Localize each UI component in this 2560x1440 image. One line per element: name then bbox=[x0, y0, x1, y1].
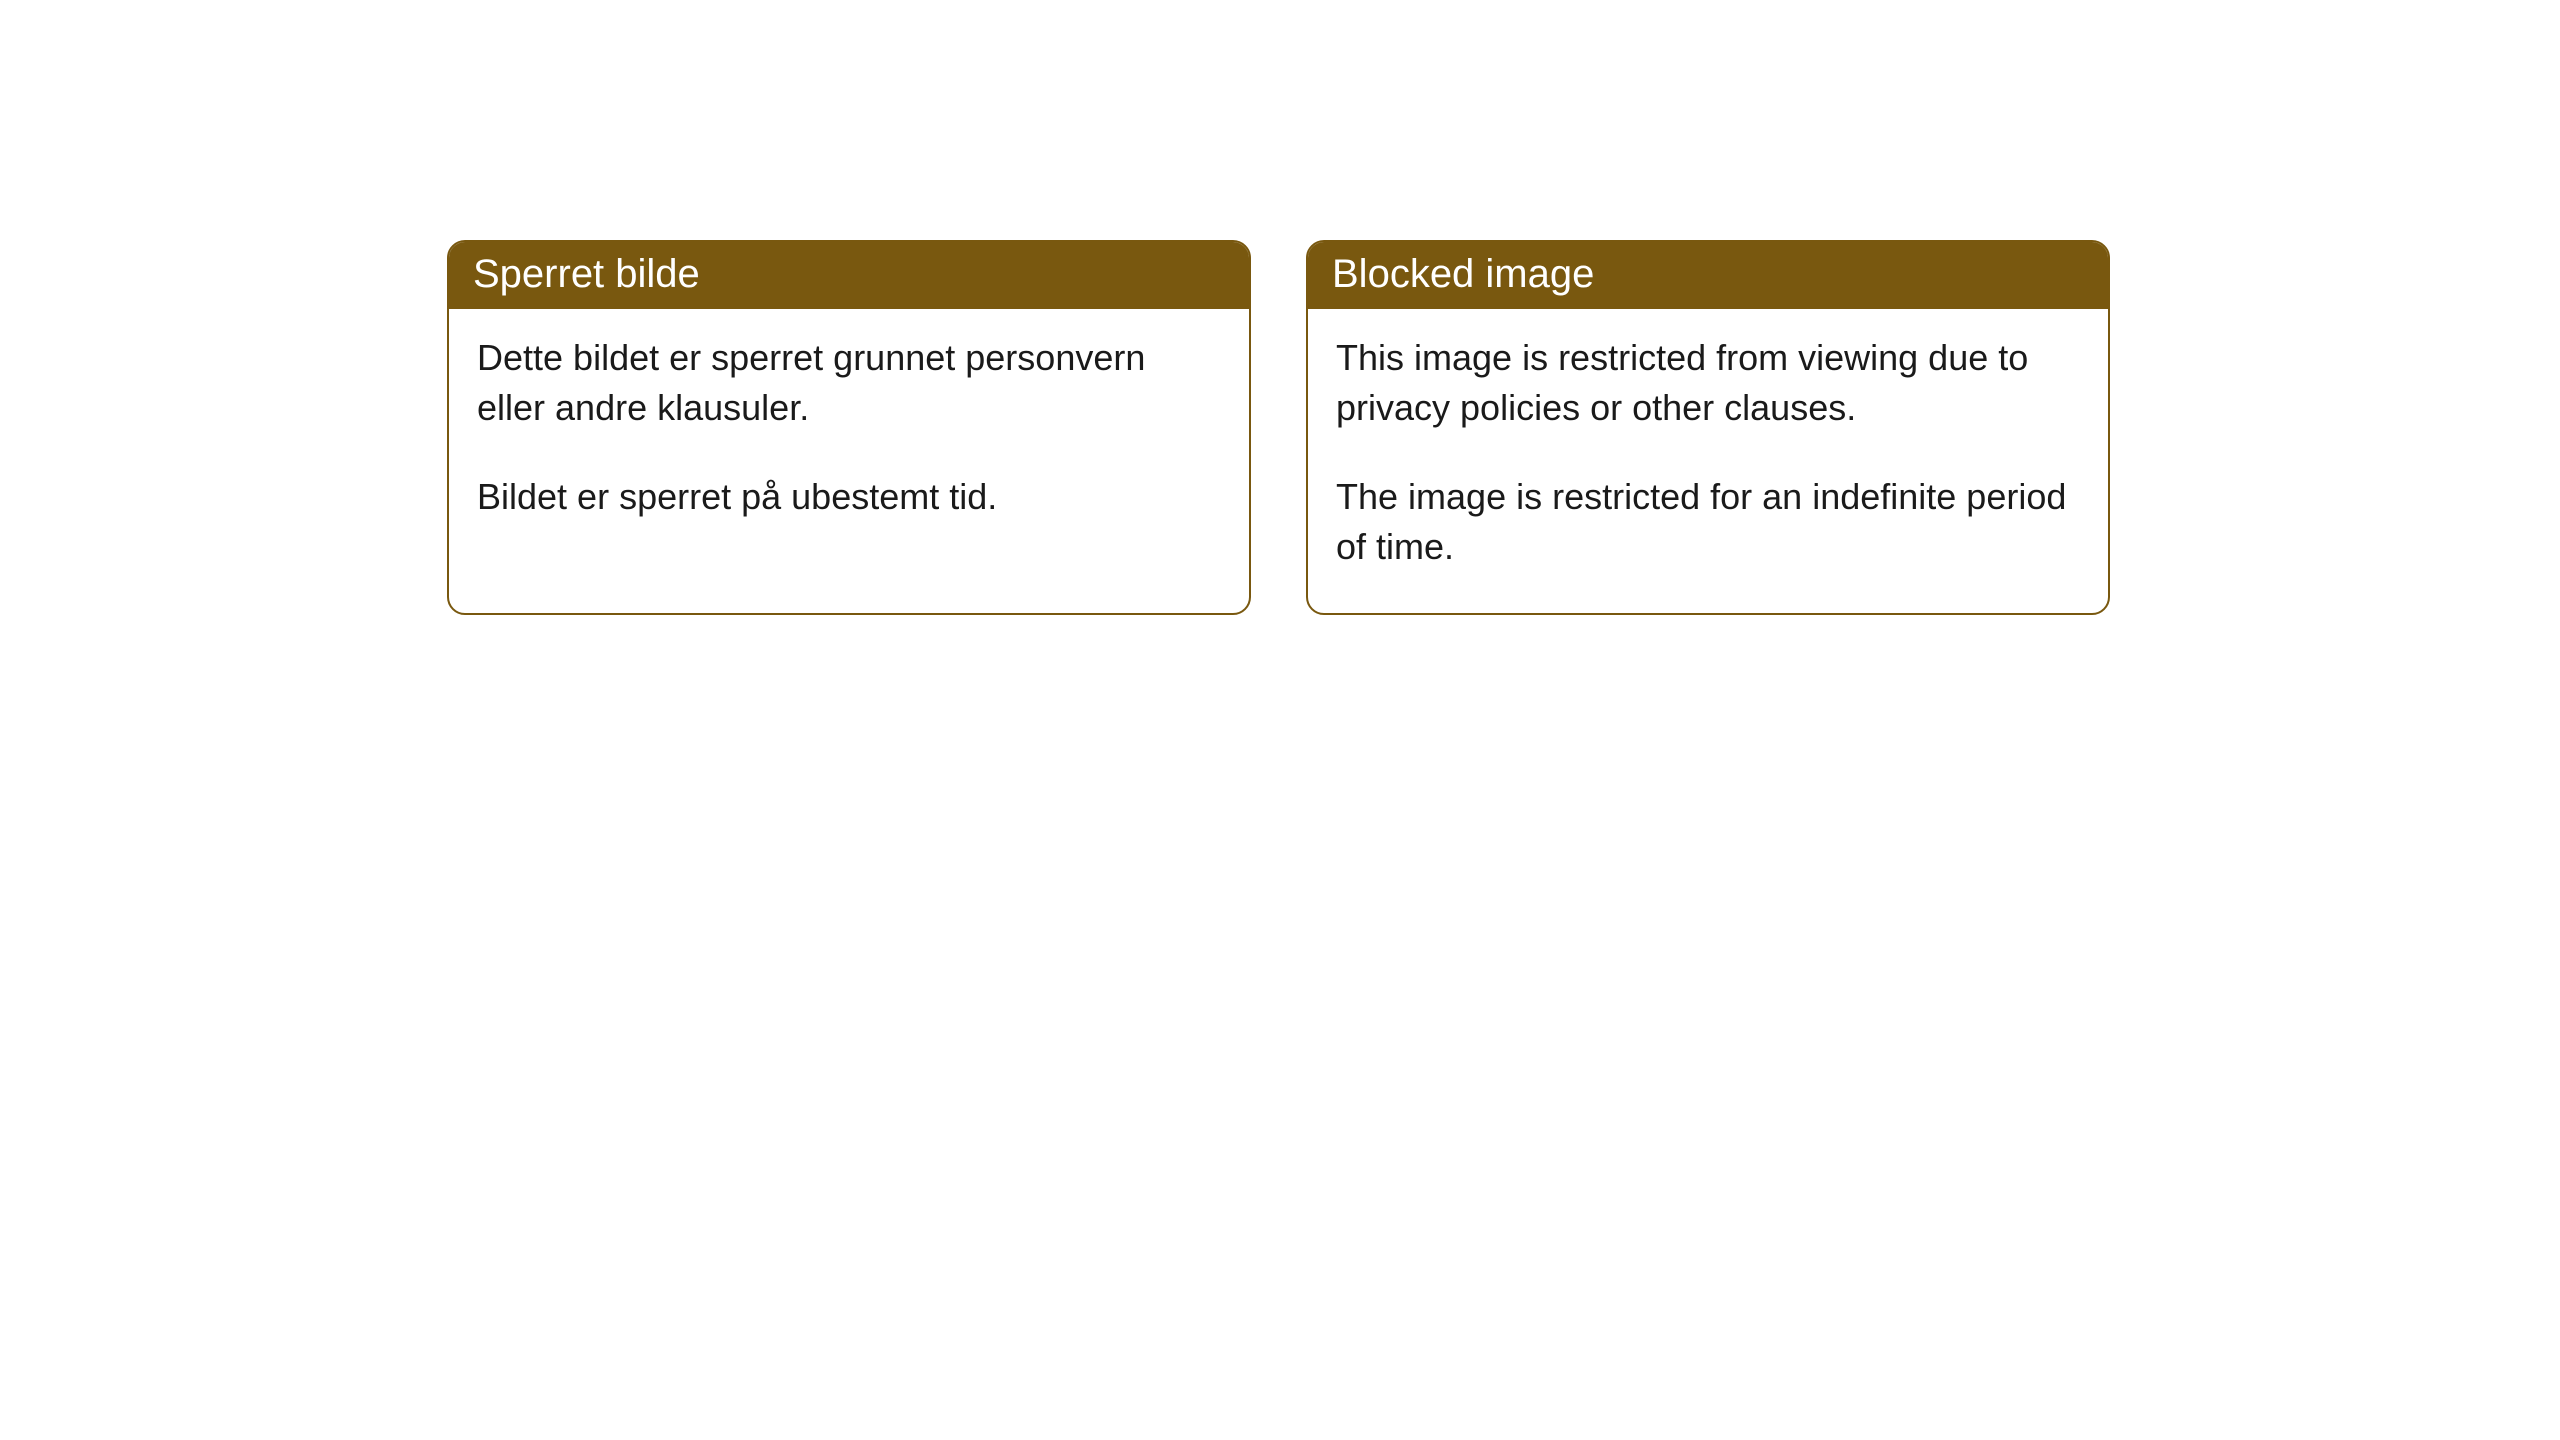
card-paragraph-no-1: Dette bildet er sperret grunnet personve… bbox=[477, 333, 1221, 434]
card-title-en: Blocked image bbox=[1308, 242, 2108, 309]
card-paragraph-en-2: The image is restricted for an indefinit… bbox=[1336, 472, 2080, 573]
card-title-no: Sperret bilde bbox=[449, 242, 1249, 309]
card-paragraph-en-1: This image is restricted from viewing du… bbox=[1336, 333, 2080, 434]
card-body-en: This image is restricted from viewing du… bbox=[1308, 309, 2108, 613]
card-body-no: Dette bildet er sperret grunnet personve… bbox=[449, 309, 1249, 562]
notice-container: Sperret bilde Dette bildet er sperret gr… bbox=[0, 0, 2560, 615]
blocked-image-card-no: Sperret bilde Dette bildet er sperret gr… bbox=[447, 240, 1251, 615]
card-paragraph-no-2: Bildet er sperret på ubestemt tid. bbox=[477, 472, 1221, 522]
blocked-image-card-en: Blocked image This image is restricted f… bbox=[1306, 240, 2110, 615]
